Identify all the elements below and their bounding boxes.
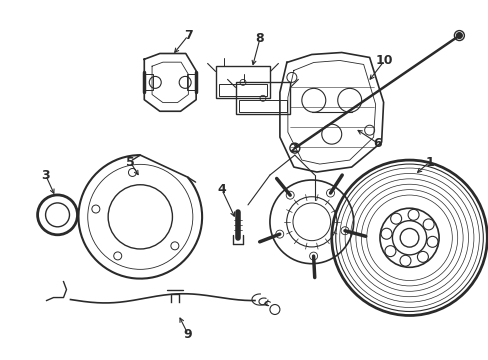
Bar [218,84,267,96]
Text: 10: 10 [375,54,392,67]
Text: 1: 1 [424,156,433,168]
Text: 7: 7 [183,29,192,42]
Text: 8: 8 [255,32,264,45]
Bar [186,75,197,90]
Text: 5: 5 [126,156,134,168]
Text: 3: 3 [41,168,50,181]
Bar [215,67,270,98]
Circle shape [455,32,462,39]
Text: 6: 6 [372,137,381,150]
Text: 2: 2 [290,141,299,155]
Circle shape [399,229,418,247]
Bar [238,100,287,112]
Text: 4: 4 [217,184,226,197]
Bar [235,82,290,114]
Bar [143,75,153,90]
Text: 9: 9 [183,328,192,341]
